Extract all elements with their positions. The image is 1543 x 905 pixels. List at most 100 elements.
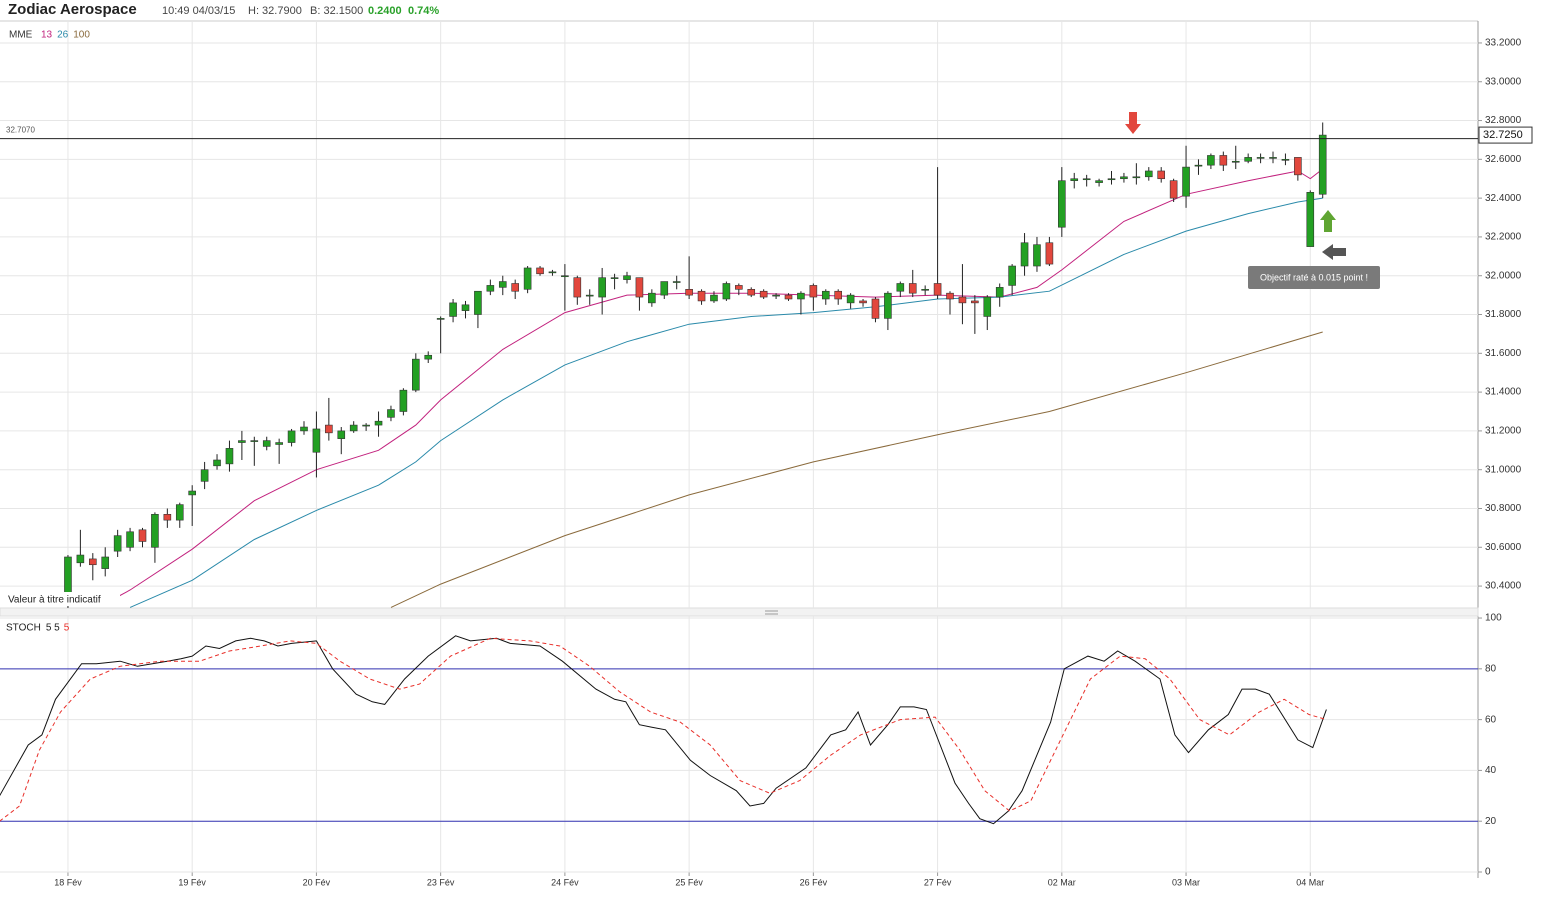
x-tick-label: 04 Mar xyxy=(1296,877,1324,887)
legend-entry: 13 xyxy=(41,30,53,41)
x-tick-label: 19 Fév xyxy=(178,877,206,887)
candle-body xyxy=(1144,170,1153,178)
candle-body xyxy=(1244,157,1252,162)
candle-body xyxy=(548,271,557,274)
last-price-label: 32.7250 xyxy=(1483,129,1523,141)
candle-body xyxy=(1020,242,1029,267)
candle-body xyxy=(523,267,532,290)
candle-body xyxy=(958,296,967,304)
candle-body xyxy=(573,277,582,298)
candle-body xyxy=(896,283,905,292)
series-line xyxy=(0,635,1327,825)
candle-body xyxy=(772,294,780,297)
candle-body xyxy=(1157,170,1166,180)
stock-title: Zodiac Aerospace xyxy=(8,1,137,18)
candle-body xyxy=(1219,155,1228,166)
candle-body xyxy=(946,292,954,300)
candle-body xyxy=(747,288,756,296)
candle-body xyxy=(101,556,110,569)
candle-body xyxy=(1231,160,1240,163)
candle-body xyxy=(275,442,283,445)
note-bg xyxy=(4,592,120,606)
y-tick-label: 31.8000 xyxy=(1485,309,1522,320)
y-tick-label: 32.8000 xyxy=(1485,115,1522,126)
y-tick-label: 31.4000 xyxy=(1485,387,1522,398)
series-line xyxy=(0,637,1327,822)
candle-body xyxy=(1070,178,1079,181)
candle-body xyxy=(449,302,457,317)
candle-body xyxy=(436,318,445,320)
x-tick-label: 20 Fév xyxy=(303,877,331,887)
candle-body xyxy=(387,409,395,418)
candle-body xyxy=(1182,166,1190,197)
y-tick-label: 32.0000 xyxy=(1485,270,1522,281)
y-tick-label: 31.2000 xyxy=(1485,426,1522,437)
up-arrow xyxy=(1320,210,1336,232)
candle-body xyxy=(648,292,656,304)
x-tick-label: 27 Fév xyxy=(924,877,952,887)
candle-body xyxy=(1194,164,1203,167)
candle-body xyxy=(995,287,1004,298)
candle-body xyxy=(983,296,992,317)
y-tick-label: 40 xyxy=(1485,765,1497,776)
candle-body xyxy=(424,354,433,360)
candle-body xyxy=(188,490,196,496)
candle-body xyxy=(498,281,507,288)
candle-body xyxy=(561,275,569,278)
candle-body xyxy=(1169,180,1178,199)
candle-body xyxy=(349,424,358,432)
candle-body xyxy=(200,469,209,482)
candle-body xyxy=(1008,265,1016,286)
x-tick-label: 02 Mar xyxy=(1048,877,1076,887)
candle-body xyxy=(300,426,308,432)
candle-body xyxy=(735,285,743,290)
candle-body xyxy=(262,440,271,447)
timestamp: 10:49 04/03/15 xyxy=(162,5,235,17)
x-tick-label: 25 Fév xyxy=(675,877,703,887)
candle-body xyxy=(1306,192,1315,247)
candle-body xyxy=(113,535,122,552)
left-arrow xyxy=(1322,244,1346,260)
legend-title: MME xyxy=(9,30,33,41)
change-percent: 0.74% xyxy=(408,5,439,17)
candle-body xyxy=(175,504,184,521)
candle-body xyxy=(1107,178,1116,181)
candle-body xyxy=(374,420,383,426)
candle-body xyxy=(1269,157,1277,159)
candle-body xyxy=(151,514,159,548)
candle-body xyxy=(287,430,296,443)
candle-body xyxy=(1095,180,1103,183)
candle-body xyxy=(1045,242,1054,265)
tooltip-text: Objectif raté à 0.015 point ! xyxy=(1260,272,1368,282)
candle-body xyxy=(461,304,470,311)
y-tick-label: 32.4000 xyxy=(1485,193,1522,204)
reference-label: 32.7070 xyxy=(6,126,35,135)
y-tick-label: 0 xyxy=(1485,867,1491,878)
candle-body xyxy=(250,440,259,442)
tooltip: Objectif raté à 0.015 point ! xyxy=(1248,266,1380,289)
panel-divider[interactable] xyxy=(0,607,1479,617)
candle-body xyxy=(610,277,619,279)
candle-body xyxy=(1132,176,1141,179)
legend-entry: 5 xyxy=(64,623,70,634)
candle-body xyxy=(163,514,172,521)
legend-entry: 26 xyxy=(57,30,69,41)
candle-body xyxy=(623,275,631,280)
candle-body xyxy=(871,298,880,319)
candle-body xyxy=(362,424,370,427)
candle-body xyxy=(971,300,979,304)
plot-area xyxy=(64,122,1327,608)
candle-body xyxy=(585,294,594,297)
candle-body xyxy=(672,281,681,283)
plot-area xyxy=(0,635,1327,825)
y-tick-label: 60 xyxy=(1485,714,1497,725)
candle-body xyxy=(809,285,818,298)
y-tick-label: 20 xyxy=(1485,816,1497,827)
down-arrow xyxy=(1125,112,1141,134)
note: Valeur à titre indicatif xyxy=(8,595,101,606)
candle-body xyxy=(759,290,768,298)
candle-body xyxy=(486,285,495,292)
